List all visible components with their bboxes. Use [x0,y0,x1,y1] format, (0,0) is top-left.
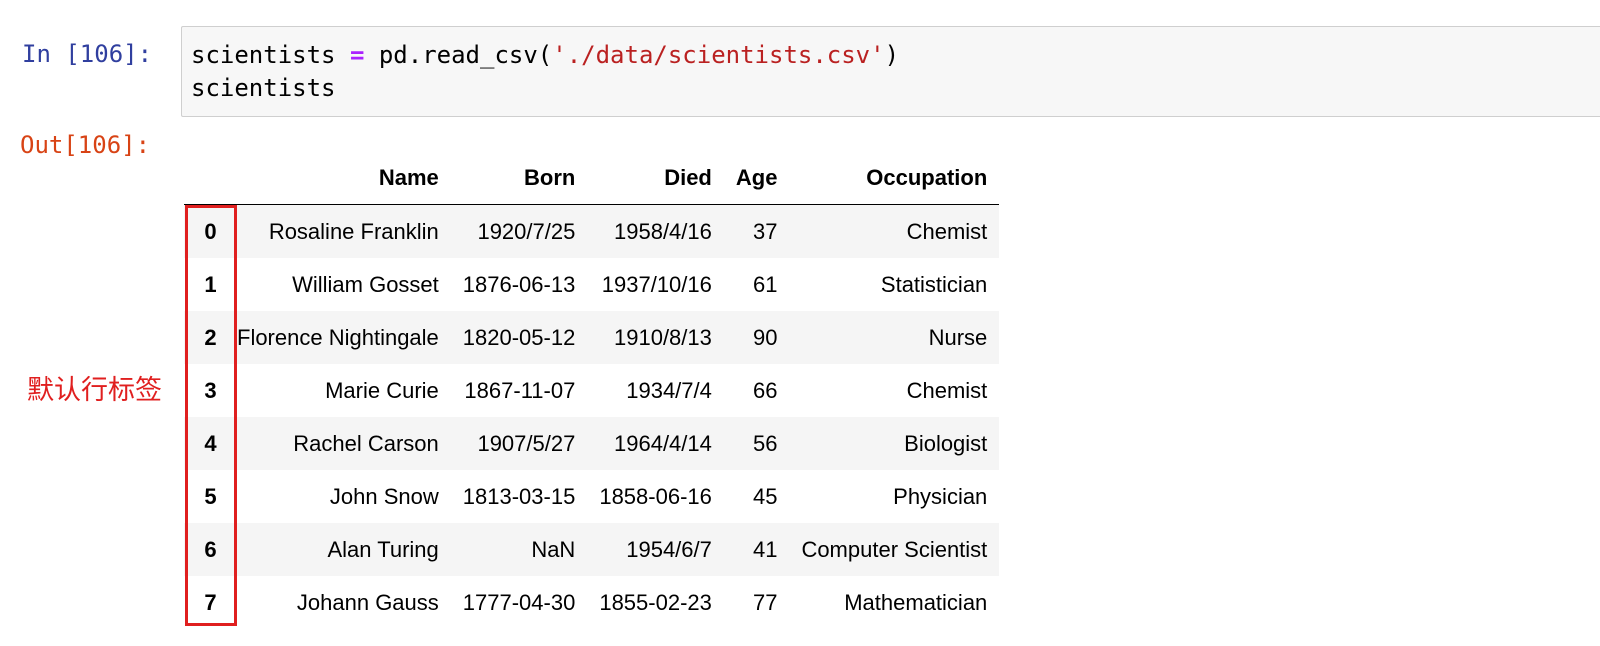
cell-age: 77 [752,589,778,615]
cell-name: Rosaline Franklin [268,218,439,244]
table-row: 5 John Snow 1813-03-15 1858-06-16 45 Phy… [184,470,1000,523]
index-header [184,151,237,205]
table-row: 0 Rosaline Franklin 1920/7/25 1958/4/16 … [184,204,1000,258]
row-index: 4 [204,430,217,456]
cell-name: Alan Turing [327,536,439,562]
cell-died: 1934/7/4 [626,377,712,403]
code-call: pd.read_csv( [364,41,553,69]
cell-age: 66 [752,377,778,403]
cell-occupation: Mathematician [844,589,988,615]
cell-age: 41 [752,536,778,562]
code-variable: scientists [191,41,350,69]
dataframe-table: Name Born Died Age Occupation 0 Rosaline… [184,151,1000,629]
cell-born: 1920/7/25 [477,218,576,244]
column-header-died: Died [587,151,724,205]
cell-name: Rachel Carson [293,430,439,456]
table-row: 1 William Gosset 1876-06-13 1937/10/16 6… [184,258,1000,311]
output-prompt: Out[106]: [20,131,151,159]
cell-age: 61 [752,271,778,297]
cell-died: 1954/6/7 [626,536,712,562]
row-index: 6 [204,536,217,562]
cell-age: 45 [752,483,778,509]
row-index: 5 [204,483,217,509]
cell-occupation: Chemist [906,377,988,403]
row-index: 7 [204,589,217,615]
cell-died: 1855-02-23 [599,589,712,615]
annotation-label: 默认行标签 [27,375,162,406]
cell-name: Florence Nightingale [237,324,439,350]
cell-born: 1777-04-30 [462,589,576,615]
code-line-1[interactable]: scientists = pd.read_csv('./data/scienti… [191,39,899,71]
cell-name: John Snow [329,483,439,509]
cell-died: 1937/10/16 [601,271,712,297]
code-string: './data/scientists.csv' [552,41,885,69]
cell-name: William Gosset [292,271,439,297]
column-header-name: Name [237,151,451,205]
input-prompt: In [106]: [22,40,153,68]
cell-occupation: Physician [893,483,988,509]
cell-age: 37 [752,218,778,244]
cell-died: 1910/8/13 [614,324,712,350]
code-close-paren: ) [884,41,900,69]
row-index: 1 [204,271,217,297]
table-row: 4 Rachel Carson 1907/5/27 1964/4/14 56 B… [184,417,1000,470]
cell-age: 56 [752,430,778,456]
column-header-age: Age [723,151,790,205]
cell-occupation: Chemist [906,218,988,244]
column-header-occupation: Occupation [789,151,1000,205]
table-row: 3 Marie Curie 1867-11-07 1934/7/4 66 Che… [184,364,1000,417]
cell-occupation: Computer Scientist [801,536,988,562]
table-row: 7 Johann Gauss 1777-04-30 1855-02-23 77 … [184,576,1000,629]
cell-died: 1858-06-16 [599,483,712,509]
column-header-born: Born [450,151,588,205]
cell-born: 1867-11-07 [464,377,576,403]
cell-born: 1876-06-13 [462,271,576,297]
cell-died: 1964/4/14 [614,430,712,456]
code-editor[interactable]: scientists = pd.read_csv('./data/scienti… [181,26,1600,117]
cell-born: NaN [531,536,576,562]
table-header-row: Name Born Died Age Occupation [184,151,1000,205]
cell-occupation: Statistician [880,271,988,297]
cell-occupation: Biologist [904,430,988,456]
table-row: 2 Florence Nightingale 1820-05-12 1910/8… [184,311,1000,364]
code-operator: = [349,41,365,69]
cell-name: Marie Curie [325,377,439,403]
cell-born: 1820-05-12 [462,324,576,350]
row-index: 0 [204,218,217,244]
cell-occupation: Nurse [928,324,988,350]
row-index: 2 [204,324,217,350]
cell-name: Johann Gauss [296,589,439,615]
cell-died: 1958/4/16 [614,218,712,244]
cell-born: 1907/5/27 [477,430,576,456]
table-row: 6 Alan Turing NaN 1954/6/7 41 Computer S… [184,523,1000,576]
cell-age: 90 [752,324,778,350]
row-index: 3 [204,377,217,403]
code-line-2[interactable]: scientists [191,74,336,102]
cell-born: 1813-03-15 [462,483,576,509]
